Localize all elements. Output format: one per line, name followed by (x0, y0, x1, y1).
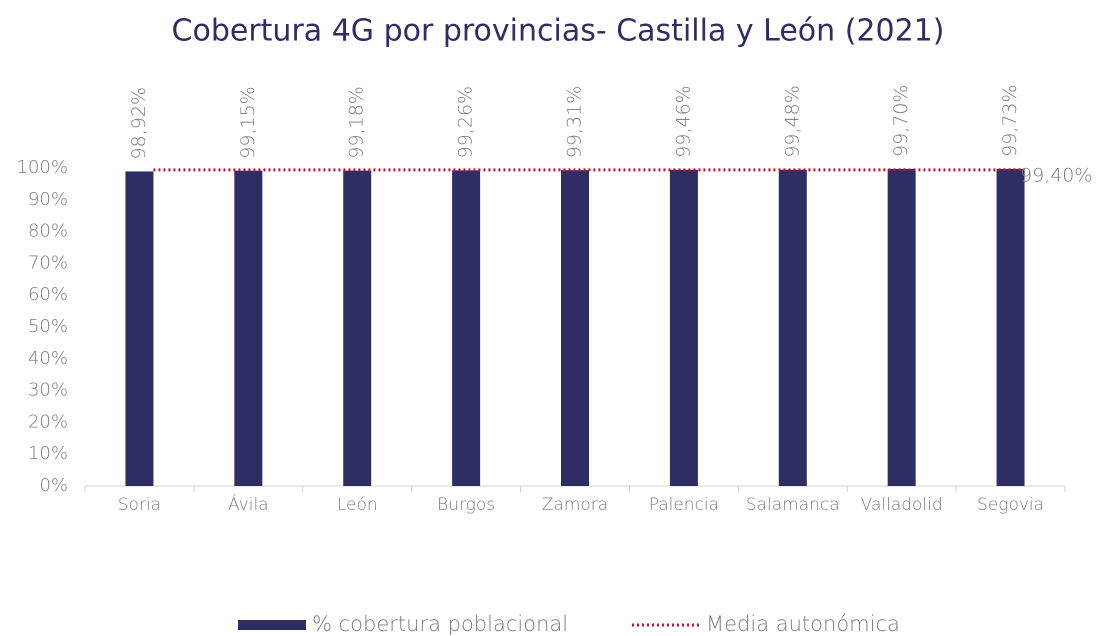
y-tick-label: 10% (28, 443, 68, 464)
value-label: 99,18% (346, 86, 368, 158)
legend-label: Media autonómica (706, 612, 900, 636)
bar (996, 168, 1025, 487)
x-tick-label: Ávila (228, 493, 269, 515)
value-label: 99,48% (781, 85, 803, 157)
chart-title: Cobertura 4G por provincias- Castilla y … (172, 14, 945, 49)
y-tick-label: 90% (28, 189, 68, 210)
value-label: 99,26% (455, 86, 477, 158)
x-tick-label: Segovia (977, 495, 1044, 515)
bar (778, 169, 807, 486)
y-tick-label: 30% (28, 380, 68, 401)
bar (452, 170, 481, 486)
y-tick-label: 0% (39, 475, 68, 496)
x-tick-label: Burgos (437, 495, 495, 515)
reference-label: 99,40% (1020, 164, 1092, 186)
y-tick-label: 40% (28, 348, 68, 369)
value-label: 98,92% (128, 87, 150, 159)
legend-label: % cobertura poblacional (312, 612, 568, 636)
value-label: 99,70% (890, 85, 912, 157)
bar (561, 170, 589, 486)
x-tick-label: Zamora (542, 495, 608, 515)
value-label: 99,46% (672, 85, 694, 157)
x-tick-label: Palencia (649, 495, 719, 515)
bar (234, 170, 263, 486)
y-tick-label: 20% (28, 411, 68, 432)
bar (669, 169, 698, 486)
y-tick-label: 100% (17, 157, 68, 178)
y-tick-label: 80% (28, 221, 68, 242)
value-label: 99,15% (237, 86, 259, 158)
y-tick-label: 70% (28, 252, 68, 273)
bar (887, 168, 916, 487)
y-tick-label: 60% (28, 284, 68, 305)
x-tick-label: Salamanca (746, 495, 840, 515)
bar (125, 171, 154, 487)
x-tick-label: Soria (118, 495, 161, 515)
value-label: 99,31% (564, 86, 586, 158)
x-tick-label: Valladolid (861, 495, 943, 515)
legend-swatch (238, 620, 306, 630)
x-tick-label: León (337, 495, 378, 515)
bar (343, 170, 372, 486)
value-label: 99,73% (999, 84, 1021, 156)
y-tick-label: 50% (28, 316, 68, 337)
